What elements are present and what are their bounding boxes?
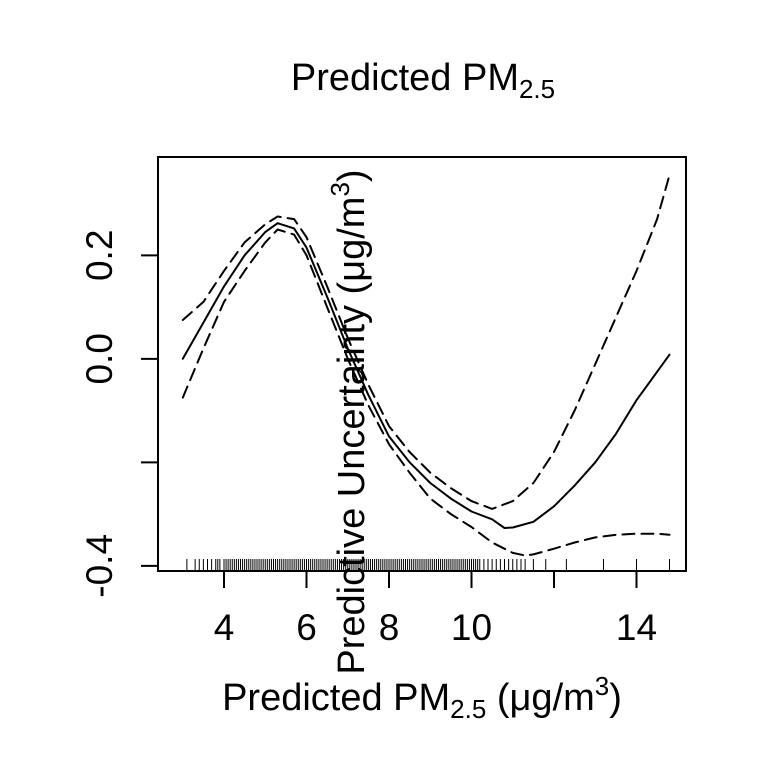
x-tick-label: 8	[379, 607, 400, 648]
x-axis-label-superscript: 3	[595, 671, 609, 701]
y-axis-label-close: )	[331, 169, 373, 182]
y-axis-label: Predictive Uncertainty (μg/m3)	[325, 169, 373, 674]
x-axis-label-subscript: 2.5	[450, 694, 486, 724]
x-tick-label: 14	[616, 607, 657, 648]
chart-title-subscript: 2.5	[519, 74, 555, 104]
y-tick-label: 0.0	[79, 333, 120, 384]
chart-title-main: Predicted PM	[291, 57, 519, 99]
series-line-dashed-2	[181, 228, 671, 557]
plot-frame	[157, 156, 687, 572]
y-axis-label-main: Predictive Uncertainty (μg/m	[331, 197, 373, 675]
x-axis-label-unit: (μg/m	[486, 677, 594, 719]
x-tick-label: 10	[451, 607, 492, 648]
chart-title: Predicted PM2.5	[291, 57, 555, 104]
rug-marks	[186, 559, 670, 571]
series-line-dashed-1	[181, 174, 671, 510]
x-tick-label: 4	[214, 607, 235, 648]
y-tick-label: -0.4	[79, 534, 120, 598]
x-axis-label-close: )	[609, 677, 622, 719]
y-axis-label-superscript: 3	[325, 182, 355, 196]
series-group	[181, 174, 671, 557]
series-line-estimate	[181, 222, 671, 529]
x-tick-label: 6	[296, 607, 317, 648]
x-axis-label: Predicted PM2.5 (μg/m3)	[222, 671, 622, 724]
y-tick-label: 0.2	[79, 230, 120, 281]
x-axis: 4 6 8 10 14	[214, 570, 657, 648]
x-axis-label-main: Predicted PM	[222, 677, 450, 719]
y-axis: -0.4 0.0 0.2	[79, 230, 159, 598]
